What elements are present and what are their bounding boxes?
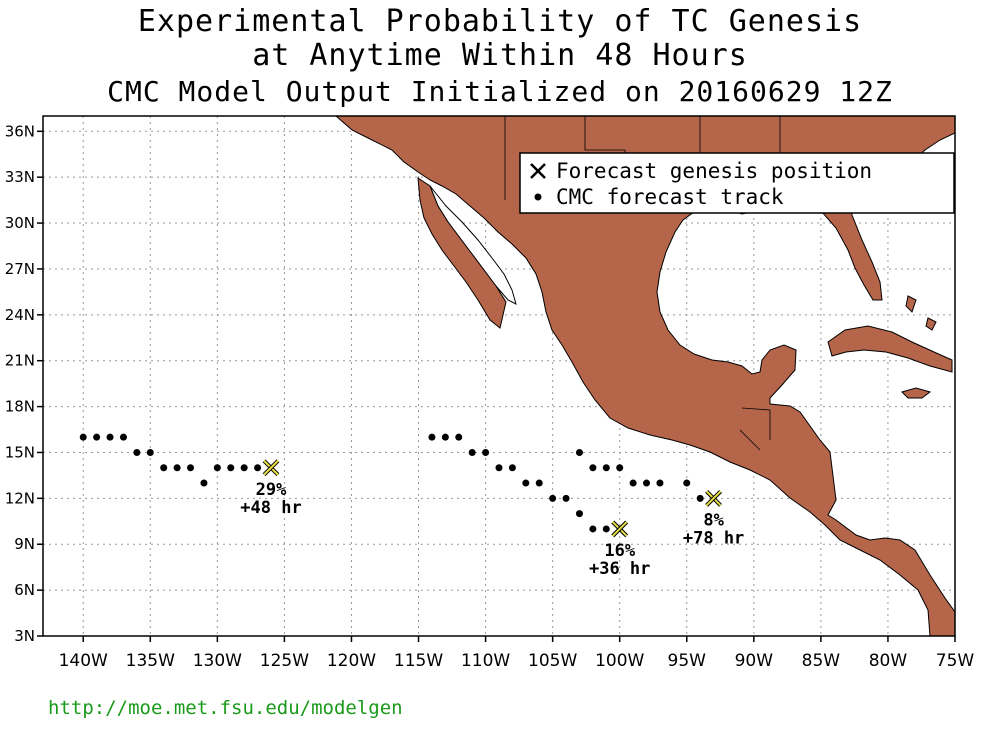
track-point	[562, 494, 570, 502]
plot-frame	[42, 115, 956, 637]
lon-tick-label: 100W	[595, 651, 644, 671]
lon-tick-label: 80W	[869, 651, 908, 671]
lon-tick-label: 125W	[260, 651, 309, 671]
title-line-2: at Anytime Within 48 Hours	[252, 38, 748, 73]
track-point	[589, 525, 597, 533]
title-line-3: CMC Model Output Initialized on 20160629…	[107, 75, 893, 108]
lat-tick-label: 30N	[5, 214, 35, 232]
lat-tick-label: 15N	[5, 443, 35, 461]
genesis-layer: 29%+48 hr 16%+36 hr 8%+78 hr	[240, 459, 744, 579]
track-point	[602, 525, 610, 533]
legend-genesis-label: Forecast genesis position	[556, 159, 872, 183]
genesis-marker	[611, 520, 629, 538]
track-layer	[79, 433, 704, 533]
track-point	[495, 464, 503, 472]
lon-tick-label: 75W	[936, 651, 975, 671]
lon-tick-label: 85W	[802, 651, 841, 671]
track-point	[549, 494, 557, 502]
lat-tick-label: 33N	[5, 168, 35, 186]
lat-tick-label: 9N	[14, 535, 35, 553]
track-point	[173, 464, 181, 472]
genesis-marker	[262, 459, 280, 477]
lon-tick-label: 95W	[668, 651, 707, 671]
track-point	[79, 433, 87, 441]
track-point	[482, 448, 490, 456]
track-point	[468, 448, 476, 456]
track-point	[160, 464, 168, 472]
track-point	[575, 448, 583, 456]
lat-tick-label: 21N	[5, 352, 35, 370]
track-point	[93, 433, 101, 441]
genesis-lead-time: +48 hr	[240, 498, 301, 518]
lat-tick-label: 24N	[5, 306, 35, 324]
lon-tick-label: 140W	[59, 651, 108, 671]
track-point	[656, 479, 664, 487]
track-point	[602, 464, 610, 472]
genesis-probability: 8%	[703, 510, 724, 530]
track-point	[200, 479, 208, 487]
baja-california-land	[417, 177, 507, 329]
track-point	[683, 479, 691, 487]
genesis-lead-time: +36 hr	[589, 559, 650, 579]
north-america-land	[335, 116, 955, 636]
track-point	[187, 464, 195, 472]
legend: Forecast genesis position CMC forecast t…	[519, 152, 955, 214]
track-point	[455, 433, 463, 441]
genesis-marker	[705, 489, 723, 507]
track-point	[522, 479, 530, 487]
legend-track-label: CMC forecast track	[556, 185, 784, 209]
lat-tick-label: 3N	[14, 627, 35, 645]
track-point	[227, 464, 235, 472]
genesis-lead-time: +78 hr	[683, 528, 744, 548]
track-point	[643, 479, 651, 487]
lat-tick-label: 27N	[5, 260, 35, 278]
legend-x-icon	[530, 163, 546, 179]
track-point	[254, 464, 262, 472]
land-layer	[335, 116, 955, 636]
title-line-1: Experimental Probability of TC Genesis	[137, 4, 863, 39]
bahamas-land	[905, 295, 937, 331]
legend-dot-icon	[534, 193, 542, 201]
genesis-probability: 29%	[256, 480, 287, 500]
track-point	[589, 464, 597, 472]
lat-tick-label: 18N	[5, 398, 35, 416]
lat-tick-label: 6N	[14, 581, 35, 599]
source-url[interactable]: http://moe.met.fsu.edu/modelgen	[48, 697, 403, 719]
track-point	[146, 448, 154, 456]
track-point	[575, 510, 583, 518]
track-point	[535, 479, 543, 487]
track-point	[119, 433, 127, 441]
legend-box	[519, 152, 955, 214]
track-point	[428, 433, 436, 441]
lon-tick-label: 110W	[461, 651, 510, 671]
track-point	[696, 494, 704, 502]
track-point	[629, 479, 637, 487]
lon-tick-label: 135W	[126, 651, 175, 671]
lat-tick-label: 12N	[5, 489, 35, 507]
axis-ticks: 36N 33N 30N 27N 24N 21N 18N 15N 12N 9N 6N 3N 140W 135…	[5, 122, 975, 671]
track-point	[616, 464, 624, 472]
cuba-land	[827, 325, 953, 373]
genesis-probability: 16%	[604, 541, 635, 561]
lon-tick-label: 105W	[528, 651, 577, 671]
track-point	[508, 464, 516, 472]
lon-tick-label: 120W	[327, 651, 376, 671]
jamaica-land	[901, 387, 932, 399]
lat-tick-label: 36N	[5, 122, 35, 140]
lon-tick-label: 90W	[735, 651, 774, 671]
lon-tick-label: 115W	[394, 651, 443, 671]
track-point	[240, 464, 248, 472]
track-point	[441, 433, 449, 441]
lon-tick-label: 130W	[193, 651, 242, 671]
track-point	[213, 464, 221, 472]
track-point	[133, 448, 141, 456]
track-point	[106, 433, 114, 441]
